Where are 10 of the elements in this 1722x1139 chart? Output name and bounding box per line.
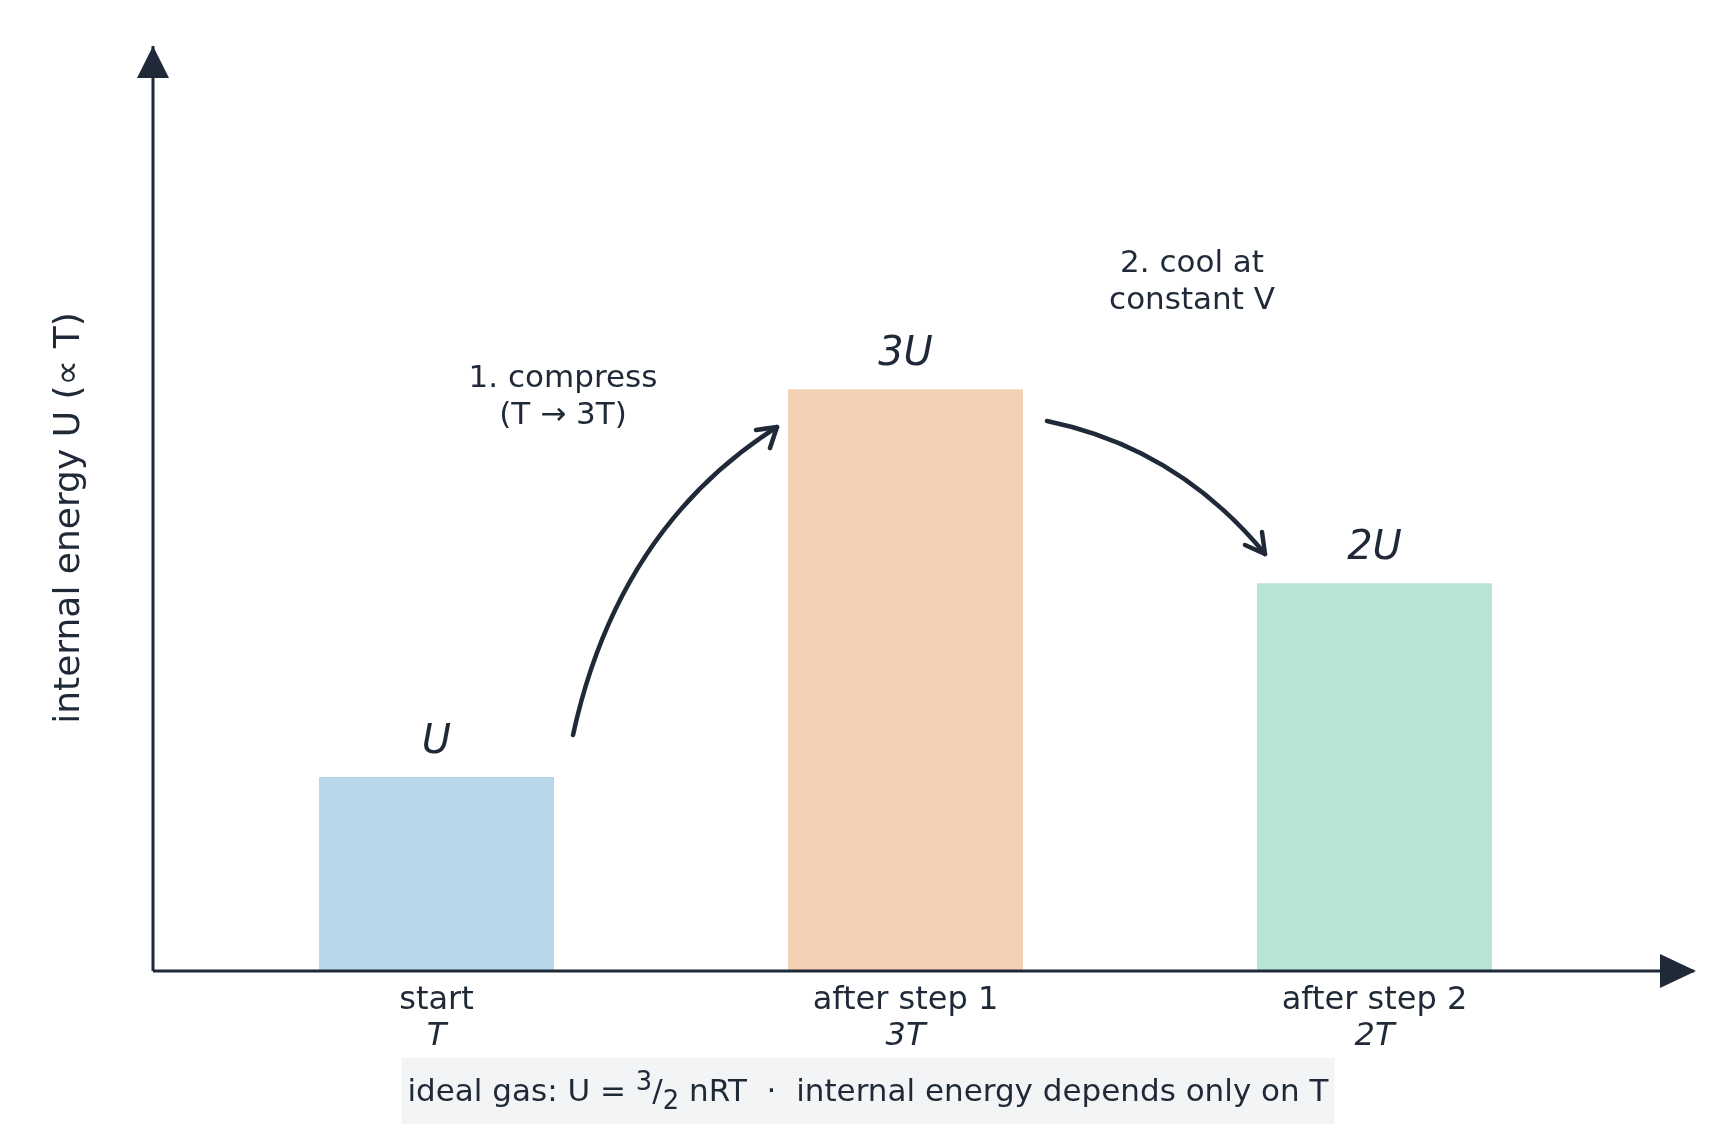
data-label: 2U: [1347, 522, 1402, 569]
y-axis-title: internal energy U (∝ T): [45, 312, 87, 724]
x-tick-label: after step 2 2T: [1281, 979, 1468, 1053]
text: ideal gas: U = $^{3}$/$_{2}$ nRT · internal energy depends only on T: [401, 1058, 1335, 1124]
x-tick-label: start T: [399, 979, 474, 1053]
annotation: 1. compress (T → 3T): [468, 358, 658, 433]
text: 2. cool at constant V: [1109, 243, 1275, 318]
data-label: U: [421, 716, 452, 763]
data-label: 3U: [878, 328, 933, 375]
x-tick-label: after step 1 3T: [812, 979, 999, 1053]
